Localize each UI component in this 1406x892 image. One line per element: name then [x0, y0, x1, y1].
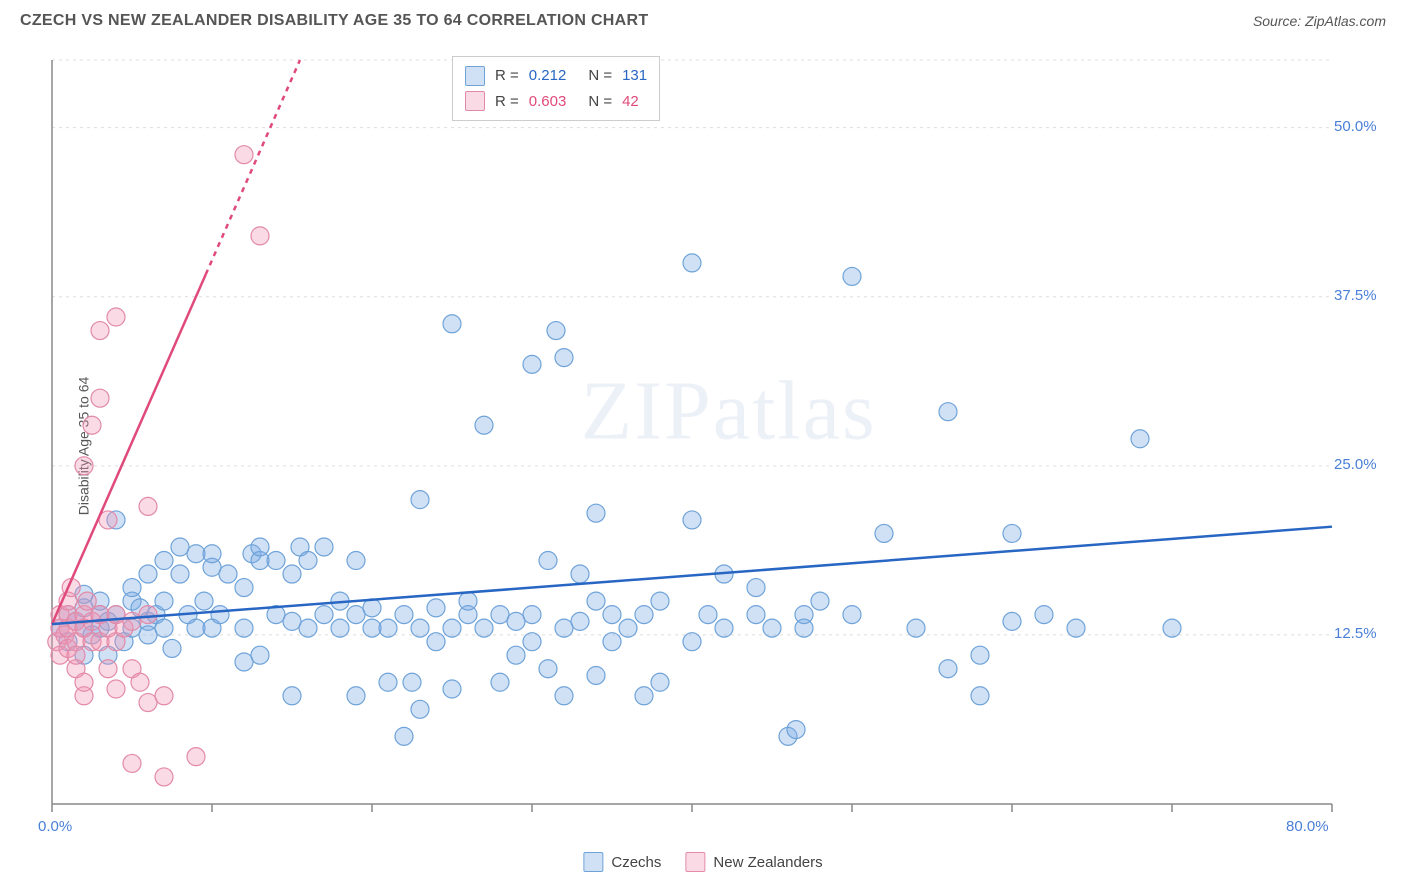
- chart-area: ZIPatlas 12.5%25.0%37.5%50.0%0.0%80.0%: [44, 52, 1336, 832]
- axis-tick-label: 25.0%: [1334, 456, 1377, 473]
- legend-label-nz: New Zealanders: [713, 854, 822, 871]
- axis-tick-label: 80.0%: [1286, 818, 1329, 835]
- swatch-czechs: [583, 852, 603, 872]
- stats-legend-box: R = 0.212 N = 131 R = 0.603 N = 42: [452, 56, 660, 121]
- n-value-czechs: 131: [622, 63, 647, 89]
- axis-tick-label: 50.0%: [1334, 118, 1377, 135]
- r-label: R =: [495, 89, 519, 115]
- source-attribution: Source: ZipAtlas.com: [1253, 13, 1386, 29]
- scatter-plot-svg: [44, 52, 1336, 832]
- r-value-czechs: 0.212: [529, 63, 567, 89]
- chart-title: CZECH VS NEW ZEALANDER DISABILITY AGE 35…: [20, 12, 648, 30]
- axis-tick-label: 0.0%: [38, 818, 72, 835]
- n-label: N =: [588, 63, 612, 89]
- n-value-nz: 42: [622, 89, 639, 115]
- r-label: R =: [495, 63, 519, 89]
- legend-item-nz: New Zealanders: [685, 852, 822, 872]
- n-label: N =: [588, 89, 612, 115]
- axis-tick-label: 12.5%: [1334, 625, 1377, 642]
- stats-row-nz: R = 0.603 N = 42: [465, 89, 647, 115]
- legend-label-czechs: Czechs: [611, 854, 661, 871]
- swatch-nz: [465, 91, 485, 111]
- legend-item-czechs: Czechs: [583, 852, 661, 872]
- stats-row-czechs: R = 0.212 N = 131: [465, 63, 647, 89]
- bottom-legend: Czechs New Zealanders: [583, 852, 822, 872]
- swatch-nz: [685, 852, 705, 872]
- r-value-nz: 0.603: [529, 89, 567, 115]
- axis-tick-label: 37.5%: [1334, 287, 1377, 304]
- swatch-czechs: [465, 66, 485, 86]
